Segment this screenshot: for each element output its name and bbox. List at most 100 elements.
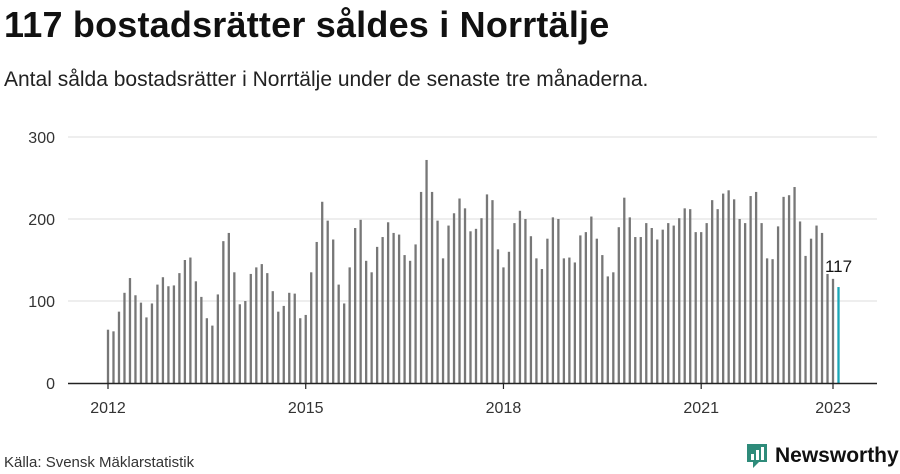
source-note: Källa: Svensk Mäklarstatistik xyxy=(4,454,195,471)
bar xyxy=(650,228,653,383)
y-tick-label: 300 xyxy=(28,130,55,147)
bar xyxy=(337,284,340,383)
bar xyxy=(485,194,489,383)
bar xyxy=(540,269,544,383)
bar xyxy=(194,281,198,383)
bar-highlight xyxy=(837,287,840,383)
bar xyxy=(573,262,577,383)
x-tick-label: 2015 xyxy=(288,400,324,417)
y-axis-labels: 0 100 200 300 xyxy=(28,130,55,393)
bar xyxy=(392,232,395,383)
bar xyxy=(370,272,373,383)
bar xyxy=(634,237,637,383)
bar xyxy=(787,195,791,383)
bar xyxy=(480,218,483,383)
bar xyxy=(826,273,829,383)
bar xyxy=(623,197,626,383)
bar xyxy=(238,304,241,383)
x-tick-label: 2018 xyxy=(486,400,522,417)
bar xyxy=(749,196,752,383)
bar xyxy=(161,277,165,383)
y-tick-label: 100 xyxy=(28,294,55,311)
bar xyxy=(315,241,318,383)
bar xyxy=(145,317,148,383)
bar xyxy=(365,260,368,383)
bar xyxy=(529,236,533,383)
bar xyxy=(205,318,209,383)
bar xyxy=(700,232,703,383)
bar xyxy=(452,213,456,383)
bar xyxy=(150,303,154,383)
bar xyxy=(546,238,549,383)
bar xyxy=(612,272,615,383)
bar xyxy=(705,223,708,383)
bar xyxy=(117,311,121,383)
bar xyxy=(765,258,769,383)
bar xyxy=(441,258,445,383)
bar xyxy=(310,272,313,383)
bar xyxy=(590,216,593,383)
bar xyxy=(469,231,472,383)
bars xyxy=(106,159,840,383)
bar xyxy=(436,220,439,383)
bar xyxy=(447,225,450,383)
bar xyxy=(381,237,384,383)
bar xyxy=(354,228,357,383)
bar xyxy=(299,318,302,383)
bar xyxy=(222,241,225,383)
bar xyxy=(727,190,730,383)
bar xyxy=(139,302,143,383)
bar xyxy=(524,219,527,383)
bar xyxy=(617,227,620,383)
bar xyxy=(425,159,428,383)
bar xyxy=(782,196,785,383)
chart-subtitle: Antal sålda bostadsrätter i Norrtälje un… xyxy=(4,68,649,91)
bar xyxy=(639,237,642,383)
bar xyxy=(683,208,686,383)
bar xyxy=(458,198,461,383)
y-tick-label: 200 xyxy=(28,212,55,229)
bar xyxy=(502,267,505,383)
bar xyxy=(249,273,252,383)
bar xyxy=(754,191,758,383)
bar xyxy=(793,187,796,383)
bar xyxy=(568,257,571,383)
bar xyxy=(463,208,467,383)
bar xyxy=(743,223,747,383)
bar xyxy=(172,285,176,383)
chart-title: 117 bostadsrätter såldes i Norrtälje xyxy=(4,4,610,45)
grid-lines xyxy=(68,136,877,302)
bar xyxy=(579,235,582,383)
bar xyxy=(722,193,725,383)
highlight-value-label: 117 xyxy=(825,257,852,276)
bar xyxy=(288,292,291,383)
bar xyxy=(831,278,835,383)
bar xyxy=(178,273,181,383)
bar xyxy=(343,303,346,383)
bar xyxy=(656,239,659,383)
bar xyxy=(359,219,362,383)
bar xyxy=(408,260,412,383)
bar xyxy=(820,232,824,383)
bar-chart: 0 100 200 300 2012 2015 2018 2021 2023 117 xyxy=(28,130,877,417)
bar xyxy=(804,255,807,383)
bar xyxy=(601,255,604,383)
bar xyxy=(809,238,813,383)
bar xyxy=(216,294,219,383)
bar xyxy=(535,258,538,383)
bar xyxy=(183,260,187,383)
bar xyxy=(562,258,566,383)
bar xyxy=(304,314,307,383)
bar xyxy=(321,201,324,383)
bar xyxy=(518,210,522,383)
bar xyxy=(260,264,263,383)
bar xyxy=(106,329,110,383)
x-tick-label: 2023 xyxy=(815,400,851,417)
bar xyxy=(606,276,609,383)
bar xyxy=(277,311,280,383)
brand[interactable]: Newsworthy xyxy=(745,442,899,470)
bar xyxy=(798,221,802,383)
bar xyxy=(255,267,258,383)
bar xyxy=(386,222,390,383)
bar xyxy=(134,295,137,383)
